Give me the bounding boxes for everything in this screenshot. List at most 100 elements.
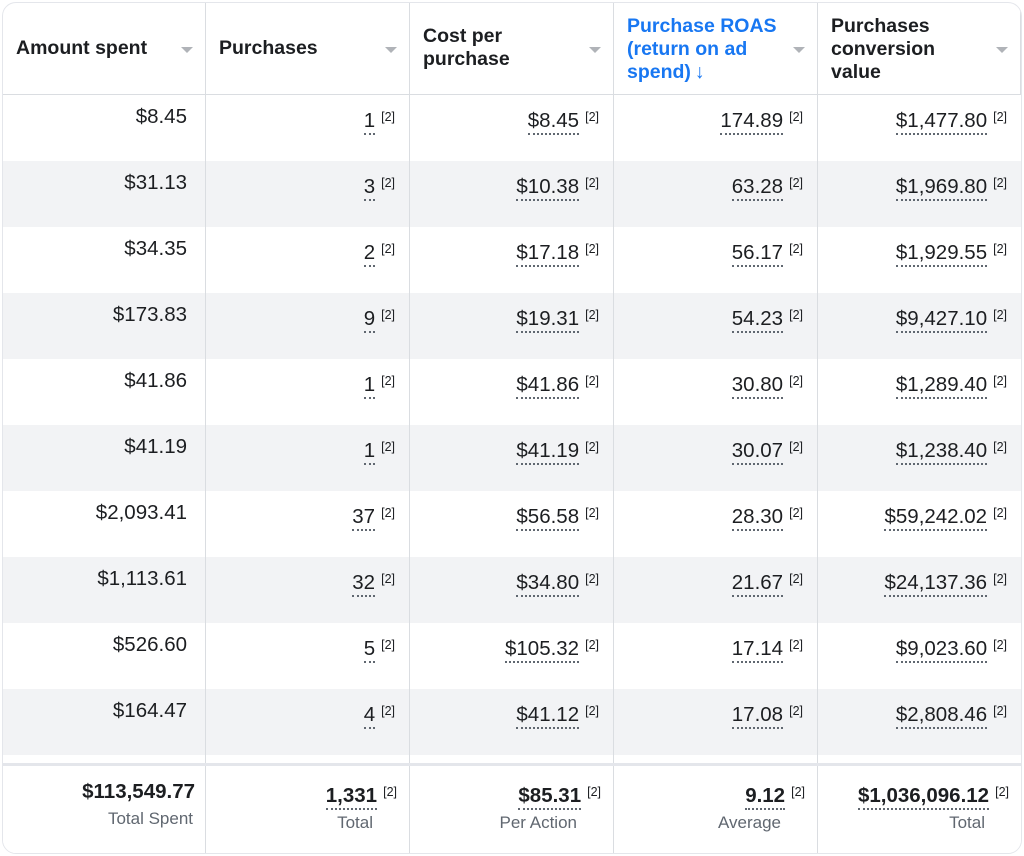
total-value[interactable]: 9.12 xyxy=(745,784,786,810)
footnote-marker[interactable]: [2] xyxy=(587,785,601,799)
cell-value[interactable]: 17.14 xyxy=(731,637,784,663)
footnote-marker[interactable]: [2] xyxy=(585,638,599,652)
cell-value[interactable]: $1,969.80 xyxy=(895,175,988,201)
footnote-marker[interactable]: [2] xyxy=(993,242,1007,256)
column-header-purchases[interactable]: Purchases xyxy=(206,3,410,95)
cell-value[interactable]: $56.58 xyxy=(516,505,580,531)
footnote-marker[interactable]: [2] xyxy=(381,704,395,718)
cell-value[interactable]: 30.07 xyxy=(731,439,784,465)
footnote-marker[interactable]: [2] xyxy=(585,176,599,190)
footnote-marker[interactable]: [2] xyxy=(993,176,1007,190)
cell-value[interactable]: 174.89 xyxy=(720,109,784,135)
footnote-marker[interactable]: [2] xyxy=(789,110,803,124)
cell-value[interactable]: 21.67 xyxy=(731,571,784,597)
footnote-marker[interactable]: [2] xyxy=(381,638,395,652)
chevron-down-icon[interactable] xyxy=(589,47,601,53)
cell-value[interactable]: 9 xyxy=(363,307,376,333)
footnote-marker[interactable]: [2] xyxy=(789,176,803,190)
footnote-marker[interactable]: [2] xyxy=(993,374,1007,388)
footnote-marker[interactable]: [2] xyxy=(585,110,599,124)
cell-value[interactable]: 1 xyxy=(363,439,376,465)
footnote-marker[interactable]: [2] xyxy=(585,572,599,586)
cell-value[interactable]: 56.17 xyxy=(731,241,784,267)
footnote-marker[interactable]: [2] xyxy=(789,638,803,652)
cell-value[interactable]: $41.12 xyxy=(516,703,580,729)
cell-value[interactable]: $17.18 xyxy=(516,241,580,267)
footnote-marker[interactable]: [2] xyxy=(585,374,599,388)
cell-value[interactable]: 30.80 xyxy=(731,373,784,399)
footnote-marker[interactable]: [2] xyxy=(995,785,1009,799)
cell-value[interactable]: $41.19 xyxy=(516,439,580,465)
footnote-marker[interactable]: [2] xyxy=(585,440,599,454)
footnote-marker[interactable]: [2] xyxy=(381,506,395,520)
footnote-marker[interactable]: [2] xyxy=(789,308,803,322)
footnote-marker[interactable]: [2] xyxy=(789,440,803,454)
footnote-marker[interactable]: [2] xyxy=(585,704,599,718)
footnote-marker[interactable]: [2] xyxy=(993,308,1007,322)
cell-value[interactable]: 17.08 xyxy=(731,703,784,729)
footnote-marker[interactable]: [2] xyxy=(789,374,803,388)
footnote-marker[interactable]: [2] xyxy=(381,242,395,256)
cell-purchase-roas: 21.67 [2] xyxy=(614,557,818,623)
footnote-marker[interactable]: [2] xyxy=(993,110,1007,124)
cell-value[interactable]: $1,238.40 xyxy=(895,439,988,465)
cell-value[interactable]: 4 xyxy=(363,703,376,729)
chevron-down-icon[interactable] xyxy=(996,47,1008,53)
footnote-marker[interactable]: [2] xyxy=(789,506,803,520)
footnote-marker[interactable]: [2] xyxy=(381,440,395,454)
column-header-cost-per-purchase[interactable]: Cost per purchase xyxy=(410,3,614,95)
cell-value[interactable]: 3 xyxy=(363,175,376,201)
footnote-marker[interactable]: [2] xyxy=(585,308,599,322)
cell-value[interactable]: $59,242.02 xyxy=(884,505,988,531)
footnote-marker[interactable]: [2] xyxy=(383,785,397,799)
footnote-marker[interactable]: [2] xyxy=(381,176,395,190)
cell-value[interactable]: $8.45 xyxy=(527,109,580,135)
footnote-marker[interactable]: [2] xyxy=(993,572,1007,586)
cell-value[interactable]: 2 xyxy=(363,241,376,267)
footnote-marker[interactable]: [2] xyxy=(993,704,1007,718)
total-value[interactable]: $1,036,096.12 xyxy=(857,784,990,810)
total-value[interactable]: $85.31 xyxy=(518,784,582,810)
cell-value[interactable]: 1 xyxy=(363,109,376,135)
cell-value[interactable]: $1,477.80 xyxy=(895,109,988,135)
footnote-marker[interactable]: [2] xyxy=(789,572,803,586)
cell-value[interactable]: 32 xyxy=(352,571,376,597)
cell-value[interactable]: $19.31 xyxy=(516,307,580,333)
footnote-marker[interactable]: [2] xyxy=(791,785,805,799)
cell-value[interactable]: 5 xyxy=(363,637,376,663)
chevron-down-icon[interactable] xyxy=(181,47,193,53)
cell-value[interactable]: 37 xyxy=(352,505,376,531)
cell-value[interactable]: $41.86 xyxy=(516,373,580,399)
total-value[interactable]: 1,331 xyxy=(325,784,378,810)
footnote-marker[interactable]: [2] xyxy=(585,506,599,520)
chevron-down-icon[interactable] xyxy=(385,47,397,53)
cell-value[interactable]: 54.23 xyxy=(731,307,784,333)
cell-value[interactable]: $9,427.10 xyxy=(895,307,988,333)
footnote-marker[interactable]: [2] xyxy=(993,506,1007,520)
footnote-marker[interactable]: [2] xyxy=(789,242,803,256)
cell-value[interactable]: $1,289.40 xyxy=(895,373,988,399)
footnote-marker[interactable]: [2] xyxy=(381,110,395,124)
footnote-marker[interactable]: [2] xyxy=(789,704,803,718)
column-header-label: Amount spent xyxy=(16,37,148,59)
cell-value[interactable]: $105.32 xyxy=(504,637,580,663)
chevron-down-icon[interactable] xyxy=(793,47,805,53)
cell-value[interactable]: $9,023.60 xyxy=(895,637,988,663)
cell-value[interactable]: 63.28 xyxy=(731,175,784,201)
footnote-marker[interactable]: [2] xyxy=(993,440,1007,454)
cell-value[interactable]: $1,929.55 xyxy=(895,241,988,267)
column-header-amount-spent[interactable]: Amount spent xyxy=(3,3,206,95)
footnote-marker[interactable]: [2] xyxy=(585,242,599,256)
cell-value[interactable]: $2,808.46 xyxy=(895,703,988,729)
footnote-marker[interactable]: [2] xyxy=(381,308,395,322)
cell-value[interactable]: $10.38 xyxy=(516,175,580,201)
column-header-purchase-roas[interactable]: Purchase ROAS (return on ad spend) ↓ xyxy=(614,3,818,95)
footnote-marker[interactable]: [2] xyxy=(381,572,395,586)
footnote-marker[interactable]: [2] xyxy=(993,638,1007,652)
cell-value[interactable]: 28.30 xyxy=(731,505,784,531)
cell-value[interactable]: $24,137.36 xyxy=(884,571,988,597)
cell-value[interactable]: 1 xyxy=(363,373,376,399)
cell-value[interactable]: $34.80 xyxy=(516,571,580,597)
footnote-marker[interactable]: [2] xyxy=(381,374,395,388)
column-header-purchases-conversion-value[interactable]: Purchases conversion value xyxy=(818,3,1021,95)
